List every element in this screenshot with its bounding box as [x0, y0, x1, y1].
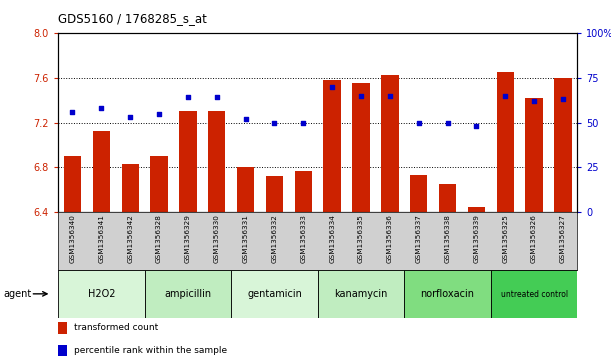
- Bar: [179, 111, 197, 363]
- Text: GSM1356326: GSM1356326: [531, 214, 537, 263]
- Text: norfloxacin: norfloxacin: [420, 289, 475, 299]
- Bar: [208, 111, 225, 363]
- Text: GSM1356331: GSM1356331: [243, 214, 249, 263]
- Text: GSM1356332: GSM1356332: [271, 214, 277, 263]
- Text: GSM1356336: GSM1356336: [387, 214, 393, 263]
- Text: GSM1356342: GSM1356342: [127, 214, 133, 263]
- Text: GSM1356340: GSM1356340: [70, 214, 76, 263]
- Point: [558, 96, 568, 102]
- Text: GSM1356333: GSM1356333: [300, 214, 306, 263]
- Text: GDS5160 / 1768285_s_at: GDS5160 / 1768285_s_at: [58, 12, 207, 25]
- Bar: [381, 76, 398, 363]
- Point: [442, 120, 452, 126]
- Text: agent: agent: [3, 289, 31, 299]
- Text: GSM1356329: GSM1356329: [185, 214, 191, 263]
- Text: GSM1356338: GSM1356338: [445, 214, 450, 263]
- Text: GSM1356339: GSM1356339: [474, 214, 480, 263]
- Bar: [145, 270, 231, 318]
- Bar: [58, 322, 67, 334]
- Point: [500, 93, 510, 98]
- Bar: [266, 176, 283, 363]
- Text: untreated control: untreated control: [500, 290, 568, 298]
- Point: [414, 120, 423, 126]
- Bar: [554, 78, 572, 363]
- Point: [183, 94, 193, 100]
- Point: [269, 120, 279, 126]
- Bar: [439, 184, 456, 363]
- Bar: [404, 270, 491, 318]
- Text: gentamicin: gentamicin: [247, 289, 302, 299]
- Point: [298, 120, 308, 126]
- Bar: [353, 83, 370, 363]
- Bar: [295, 171, 312, 363]
- Point: [68, 109, 78, 115]
- Bar: [318, 270, 404, 318]
- Bar: [64, 156, 81, 363]
- Point: [241, 116, 251, 122]
- Text: GSM1356334: GSM1356334: [329, 214, 335, 263]
- Bar: [93, 131, 110, 363]
- Bar: [468, 207, 485, 363]
- Text: GSM1356330: GSM1356330: [214, 214, 220, 263]
- Text: GSM1356327: GSM1356327: [560, 214, 566, 263]
- Bar: [58, 270, 145, 318]
- Bar: [497, 72, 514, 363]
- Bar: [231, 270, 318, 318]
- Point: [154, 111, 164, 117]
- Bar: [237, 167, 254, 363]
- Point: [97, 105, 106, 111]
- Bar: [150, 156, 167, 363]
- Text: GSM1356341: GSM1356341: [98, 214, 104, 263]
- Text: GSM1356325: GSM1356325: [502, 214, 508, 263]
- Text: transformed count: transformed count: [74, 323, 158, 333]
- Bar: [491, 270, 577, 318]
- Text: kanamycin: kanamycin: [334, 289, 388, 299]
- Point: [212, 94, 222, 100]
- Text: GSM1356335: GSM1356335: [358, 214, 364, 263]
- Point: [385, 93, 395, 98]
- Text: GSM1356328: GSM1356328: [156, 214, 162, 263]
- Bar: [525, 98, 543, 363]
- Point: [472, 123, 481, 129]
- Bar: [122, 164, 139, 363]
- Text: percentile rank within the sample: percentile rank within the sample: [74, 346, 227, 355]
- Bar: [410, 175, 427, 363]
- Bar: [58, 345, 67, 356]
- Bar: [323, 80, 341, 363]
- Point: [529, 98, 539, 104]
- Text: GSM1356337: GSM1356337: [415, 214, 422, 263]
- Text: ampicillin: ampicillin: [164, 289, 211, 299]
- Point: [356, 93, 366, 98]
- Point: [125, 114, 135, 120]
- Point: [327, 84, 337, 90]
- Text: H2O2: H2O2: [87, 289, 115, 299]
